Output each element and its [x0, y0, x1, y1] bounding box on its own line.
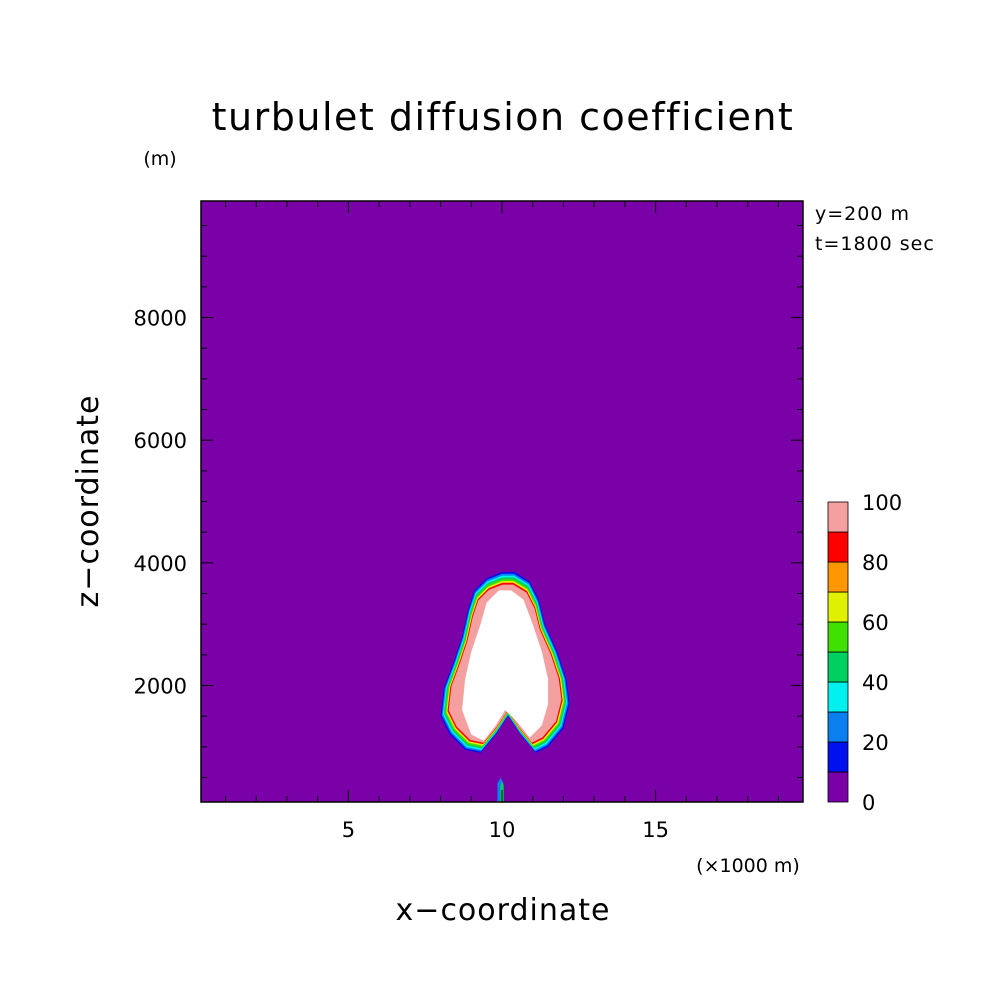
- colorbar-swatch: [827, 741, 849, 773]
- colorbar-swatch: [827, 501, 849, 533]
- y-tick-label: 2000: [134, 674, 187, 698]
- colorbar-swatch: [827, 681, 849, 713]
- annotation-t: t=1800 sec: [815, 233, 935, 255]
- colorbar-swatch: [827, 531, 849, 563]
- colorbar-swatch: [827, 591, 849, 623]
- axes: 5 10 15 2000 4000 6000 8000: [134, 200, 804, 842]
- colorbar-swatch: [827, 561, 849, 593]
- x-unit-label: (×1000 m): [696, 855, 800, 877]
- annotation-y: y=200 m: [815, 203, 910, 225]
- x-tick-label: 5: [342, 818, 355, 842]
- colorbar-tick-label: 20: [862, 731, 889, 755]
- x-tick-label: 15: [642, 818, 669, 842]
- colorbar-tick-label: 0: [862, 791, 875, 815]
- colorbar-tick-label: 40: [862, 671, 889, 695]
- x-tick-label: 10: [489, 818, 516, 842]
- plot-area: [201, 201, 803, 803]
- y-tick-label: 6000: [134, 429, 187, 453]
- colorbar-tick-label: 100: [862, 491, 902, 515]
- colorbar-swatch: [827, 771, 849, 803]
- y-tick-label: 4000: [134, 552, 187, 576]
- colorbar: 0 20 40 60 80 100: [827, 491, 902, 815]
- plume-core: [462, 590, 549, 741]
- y-unit-label: (m): [143, 148, 176, 170]
- colorbar-swatch: [827, 651, 849, 683]
- colorbar-tick-label: 60: [862, 611, 889, 635]
- x-axis-label: x−coordinate: [396, 893, 611, 928]
- chart-title: turbulet diffusion coefficient: [212, 95, 795, 139]
- y-tick-label: 8000: [134, 307, 187, 331]
- y-axis-label: z−coordinate: [71, 395, 106, 608]
- colorbar-tick-label: 80: [862, 551, 889, 575]
- colorbar-swatch: [827, 711, 849, 743]
- colorbar-swatch: [827, 621, 849, 653]
